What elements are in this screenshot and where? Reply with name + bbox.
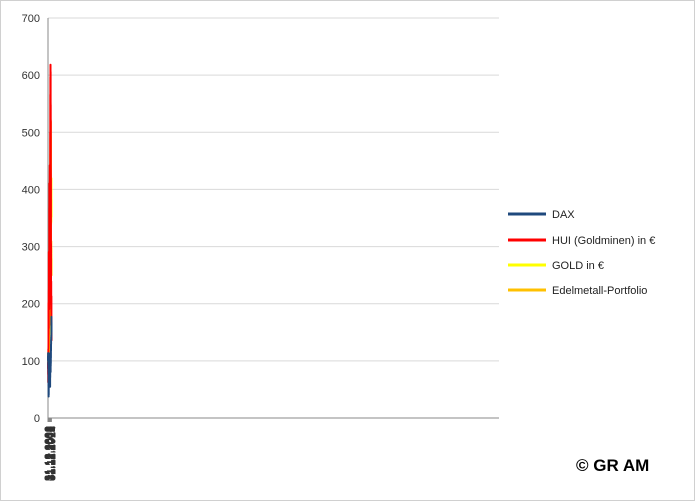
x-tick-label: 31.12.2008 [45,426,57,481]
y-tick-label: 0 [34,413,40,425]
legend-label-2: GOLD in € [552,260,604,272]
legend-label-3: Edelmetall-Portfolio [552,285,647,297]
copyright-label: © GR AM [576,456,650,475]
x-tick-label: 31.12.2009 [45,426,57,481]
y-tick-label: 400 [22,184,40,196]
y-tick-label: 200 [22,299,40,311]
x-tick-label: 31.12.2004 [44,426,56,481]
x-tick-label: 31.12.1999 [43,426,55,481]
x-tick-label: 31.12.2007 [45,426,57,481]
y-tick-label: 500 [22,127,40,139]
series-line-0 [47,315,53,398]
x-tick-label: 31.12.2005 [44,426,56,481]
x-tick-label: 31.12.2013 [46,426,58,481]
y-tick-label: 600 [22,70,40,82]
x-tick-label: 31.12.2011 [46,426,58,480]
x-tick-label: 31.12.2010 [45,426,57,481]
series-line-1 [47,63,53,384]
x-tick-label: 31.12.2006 [45,426,57,481]
x-tick-label: 31.12.2001 [43,426,55,481]
x-tick-label: 31.12.2014 [46,426,58,481]
x-tick-label: 31.12.2012 [46,426,58,481]
x-tick-label: 31.12.2003 [44,426,56,481]
legend-label-1: HUI (Goldminen) in € [552,235,655,247]
y-tick-label: 300 [22,242,40,254]
x-tick-label: 31.12.2002 [44,426,56,481]
x-tick-label: 31.12.2000 [43,426,55,481]
legend-label-0: DAX [552,209,575,221]
y-tick-label: 100 [22,356,40,368]
y-tick-label: 700 [22,13,40,25]
